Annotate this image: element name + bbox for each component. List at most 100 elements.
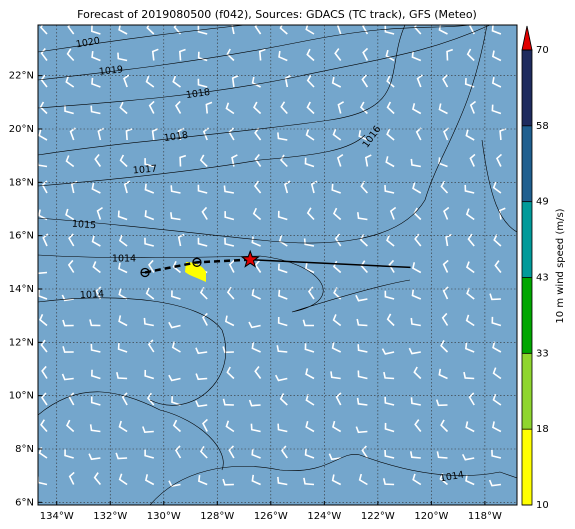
wind-barb <box>123 74 130 88</box>
wind-barb <box>90 105 101 115</box>
wind-barb <box>492 421 502 433</box>
wind-barb <box>386 75 395 88</box>
colorbar-segment <box>522 125 532 202</box>
wind-barb <box>358 130 368 141</box>
wind-barb <box>465 474 475 486</box>
wind-barb <box>147 339 155 353</box>
wind-barb <box>116 371 128 380</box>
wind-barb <box>305 25 315 35</box>
current-position <box>240 249 260 268</box>
wind-barb <box>416 74 423 88</box>
wind-barb <box>70 180 78 194</box>
wind-barb <box>332 420 342 433</box>
colorbar-tick-label: 33 <box>536 348 549 359</box>
colorbar-tick-label: 70 <box>536 45 549 56</box>
wind-barb <box>277 210 288 221</box>
wind-barb <box>463 371 475 380</box>
wind-barb <box>411 289 422 300</box>
wind-barb <box>332 314 342 327</box>
wind-barb <box>171 396 181 406</box>
wind-barb <box>90 343 101 353</box>
wind-barb <box>446 48 454 61</box>
y-tick-label: 14°N <box>9 284 34 295</box>
wind-barb <box>499 128 506 141</box>
wind-barb <box>118 473 128 486</box>
wind-barb <box>195 373 208 381</box>
wind-barb <box>278 289 288 300</box>
wind-barb <box>468 392 475 406</box>
wind-barb <box>492 393 502 406</box>
wind-barb <box>284 180 291 194</box>
wind-barb <box>333 287 342 300</box>
contour-label: 1018 <box>185 87 210 101</box>
wind-barb <box>197 25 208 35</box>
grid <box>38 25 517 505</box>
wind-barb <box>253 101 262 115</box>
wind-barb <box>148 100 155 114</box>
wind-barb <box>412 473 422 486</box>
wind-barb <box>413 25 422 35</box>
wind-barb <box>277 476 288 486</box>
wind-barb <box>38 209 48 221</box>
wind-barb <box>251 76 261 88</box>
wind-barb <box>39 101 48 115</box>
wind-barb <box>439 473 448 486</box>
wind-barb <box>330 371 341 380</box>
wind-patch <box>185 262 206 282</box>
map-background <box>38 25 517 505</box>
wind-barb <box>144 158 155 168</box>
wind-barb <box>491 25 502 35</box>
wind-barb <box>359 234 368 247</box>
colorbar-tick-label: 49 <box>536 197 549 208</box>
wind-barb <box>38 129 48 141</box>
wind-barb <box>383 371 395 380</box>
wind-barb <box>64 105 74 115</box>
wind-barb <box>226 366 235 380</box>
wind-barb <box>304 448 315 459</box>
wind-barb <box>277 316 288 327</box>
wind-barb <box>254 153 262 167</box>
wind-barb <box>461 453 475 461</box>
wind-barb <box>488 479 502 487</box>
wind-barb <box>335 392 342 406</box>
y-tick-label: 12°N <box>9 337 34 348</box>
wind-barb <box>331 76 342 88</box>
wind-barb <box>226 48 235 62</box>
wind-barb <box>117 52 128 62</box>
wind-barb <box>89 319 101 327</box>
x-tick-label: 130°W <box>147 511 181 522</box>
wind-barb <box>118 25 128 35</box>
wind-barb <box>492 367 502 380</box>
contours <box>38 25 517 505</box>
wind-barb <box>222 346 234 354</box>
wind-barb <box>357 344 368 353</box>
wind-barb <box>151 48 159 61</box>
wind-barb <box>222 478 234 486</box>
wind-barb <box>62 319 74 327</box>
wind-barb <box>61 294 74 302</box>
wind-barb <box>332 260 342 274</box>
wind-barb <box>195 400 208 408</box>
wind-barb <box>412 103 422 115</box>
wind-barb <box>491 104 502 115</box>
wind-barb <box>494 260 502 273</box>
wind-barb <box>202 312 208 326</box>
wind-barb <box>331 183 341 194</box>
wind-barb <box>248 321 261 329</box>
wind-barb <box>174 445 182 459</box>
y-tick-label: 16°N <box>9 231 34 242</box>
contour-label: 1020 <box>75 35 101 50</box>
wind-barb <box>91 77 101 88</box>
wind-barb <box>253 180 262 194</box>
wind-barb <box>332 207 342 221</box>
wind-barb <box>40 419 48 433</box>
wind-barb <box>305 394 315 406</box>
wind-barb <box>307 286 315 300</box>
wind-barb <box>118 288 128 300</box>
wind-barb <box>361 445 369 459</box>
wind-barb <box>336 25 342 35</box>
wind-barb <box>438 103 448 115</box>
wind-barb <box>118 315 128 327</box>
wind-barb <box>284 74 292 88</box>
